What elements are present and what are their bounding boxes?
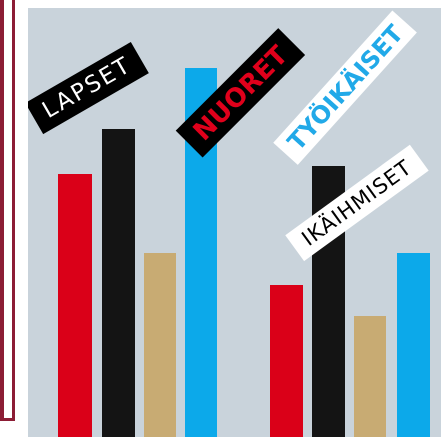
bar-group2-red	[270, 285, 303, 437]
bar-group1-black	[102, 129, 135, 437]
illustration-panel: LAPSET NUORET TYÖIKÄISET IKÄIHMISET	[28, 8, 441, 437]
label-ikaihmiset: IKÄIHMISET	[285, 144, 429, 262]
label-tyoikaiset: TYÖIKÄISET	[273, 10, 418, 165]
bar-group1-tan	[144, 253, 176, 437]
bar-group2-tan	[354, 316, 386, 437]
frame-right-line	[12, 0, 15, 421]
frame-bottom-line	[0, 418, 15, 421]
label-lapset: LAPSET	[28, 41, 149, 135]
frame-left-line	[0, 0, 4, 421]
bar-group1-red	[58, 174, 92, 437]
bar-group2-blue	[397, 253, 430, 437]
